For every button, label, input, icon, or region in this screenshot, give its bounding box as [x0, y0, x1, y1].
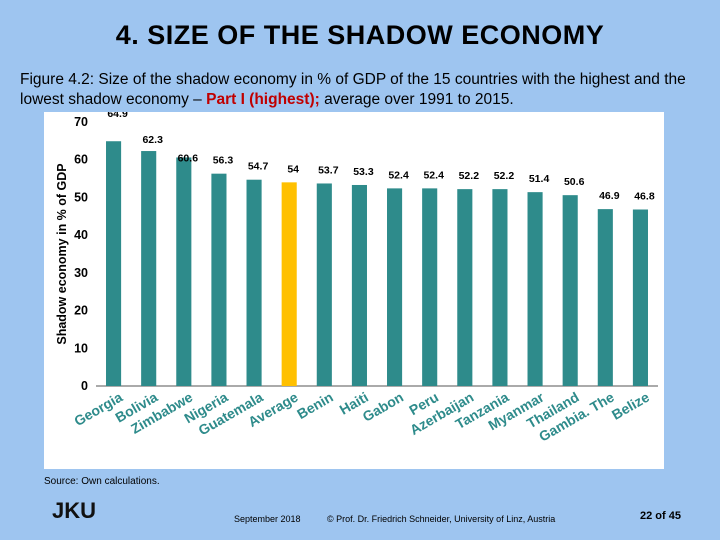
source-note: Source: Own calculations.	[44, 476, 160, 487]
y-tick-label: 30	[74, 266, 88, 280]
bar-peru	[422, 188, 438, 386]
footer-credit: © Prof. Dr. Friedrich Schneider, Univers…	[327, 514, 556, 524]
y-tick-label: 50	[74, 190, 88, 204]
bar-benin	[316, 183, 332, 386]
x-tick-label: Belize	[609, 389, 652, 423]
bar-haiti	[351, 184, 367, 386]
y-tick-label: 60	[74, 153, 88, 167]
bar-belize	[632, 209, 648, 386]
y-tick-label: 70	[74, 115, 88, 129]
data-label: 50.6	[564, 176, 585, 188]
x-tick-label: Gabon	[360, 389, 406, 425]
bar-tanzania	[492, 189, 508, 386]
page-number: 22 of 45	[640, 510, 681, 522]
bar-guatemala	[246, 179, 262, 386]
data-label: 54	[287, 163, 299, 175]
data-label: 64.9	[107, 112, 128, 120]
footer-date: September 2018	[234, 514, 301, 524]
bar-gabon	[387, 188, 403, 386]
y-axis-title: Shadow economy in % of GDP	[55, 163, 69, 344]
chart-area: Shadow economy in % of GDP 0 10 20 30 40 50 60 7…	[44, 112, 664, 469]
data-label: 51.4	[529, 173, 550, 185]
bar-azerbaijan	[457, 189, 473, 386]
y-tick-label: 0	[81, 379, 88, 393]
y-tick-label: 20	[74, 304, 88, 318]
y-tick-label: 40	[74, 228, 88, 242]
caption-highlight: Part I (highest);	[206, 91, 320, 108]
data-label: 46.9	[599, 190, 620, 202]
bar-zimbabwe	[176, 157, 192, 386]
bar-georgia	[106, 141, 122, 386]
caption-main: Figure 4.2: Size of the shadow economy i…	[20, 71, 686, 108]
data-label: 56.3	[213, 155, 234, 167]
data-label: 52.4	[388, 169, 409, 181]
y-tick-label: 10	[74, 341, 88, 355]
data-label: 53.7	[318, 164, 339, 176]
data-label: 62.3	[142, 134, 163, 146]
figure-caption: Figure 4.2: Size of the shadow economy i…	[20, 70, 710, 110]
data-label: 46.8	[634, 190, 655, 202]
bar-thailand	[562, 195, 578, 386]
data-label: 60.6	[178, 152, 199, 164]
slide-title: 4. SIZE OF THE SHADOW ECONOMY	[115, 20, 605, 50]
jku-logo: JKU	[52, 498, 116, 527]
x-tick-label: Benin	[294, 389, 336, 422]
jku-logo-mark: JKU	[52, 498, 96, 523]
data-label: 52.4	[423, 169, 444, 181]
data-label: 53.3	[353, 166, 374, 178]
bar-gambia-the	[597, 209, 613, 386]
caption-tail: average over 1991 to 2015.	[319, 91, 514, 108]
bar-chart: Shadow economy in % of GDP 0 10 20 30 40 50 60 7…	[55, 112, 658, 445]
bar-bolivia	[141, 151, 157, 386]
data-label: 52.2	[494, 170, 515, 182]
bar-nigeria	[211, 173, 227, 386]
data-label: 54.7	[248, 161, 269, 173]
bar-average	[281, 182, 297, 386]
bar-myanmar	[527, 192, 543, 386]
svg-text:JKU: JKU	[52, 498, 96, 522]
data-label: 52.2	[459, 170, 480, 182]
